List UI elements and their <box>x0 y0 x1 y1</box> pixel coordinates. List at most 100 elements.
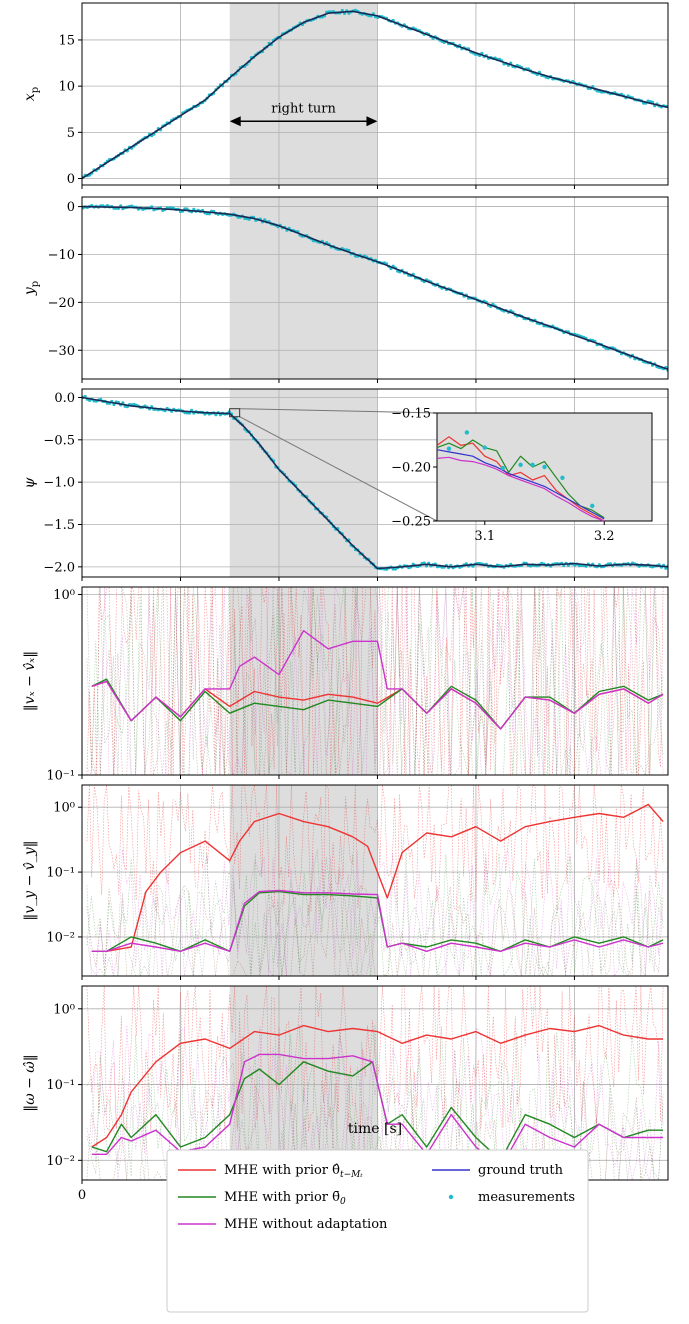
estimate-line <box>91 1053 664 1169</box>
inset-measurement-point <box>590 503 595 509</box>
panel-1: 0 5 10 15 xp right turn <box>22 2 669 189</box>
shaded-region <box>229 3 378 185</box>
axes-frame <box>81 2 669 186</box>
y-tick-label: 15 <box>58 33 75 48</box>
y-tick-label: 10⁻¹ <box>46 866 75 881</box>
estimate-line <box>91 889 664 952</box>
plot-area-2 <box>82 197 668 379</box>
y-axis-label: xp <box>22 87 41 101</box>
inset-measurement-point <box>530 462 535 468</box>
y-tick-label: 5 <box>67 126 75 141</box>
y-axis-label-main: y <box>22 286 38 296</box>
axes-frame <box>81 586 669 776</box>
y-tick-label: −0.5 <box>43 433 75 448</box>
y-tick-label: 10⁻¹ <box>46 1078 75 1093</box>
inset-axes: −0.15 −0.20 −0.25 3.1 3.2 <box>391 407 653 544</box>
noisy-dotted-series <box>86 849 664 976</box>
inset-y-tick-label: −0.20 <box>391 461 431 476</box>
y-axis-label-sub: p <box>30 281 41 287</box>
shaded-region <box>229 587 378 775</box>
noisy-dotted-series <box>86 1024 664 1180</box>
legend-marker <box>448 1194 454 1200</box>
inset-line <box>436 449 605 520</box>
noisy-dotted-series <box>86 587 664 775</box>
noisy-dotted-series <box>86 587 664 775</box>
annotation-arrowhead-right <box>366 116 378 127</box>
legend-entry: measurements <box>448 1190 575 1205</box>
legend-entry: MHE with prior θ̂t−Mₜ <box>178 1163 363 1180</box>
legend-entry: MHE with prior θ̄0 <box>178 1190 346 1207</box>
estimate-line <box>91 630 664 730</box>
legend-entry: MHE without adaptation <box>178 1217 388 1232</box>
legend-label: measurements <box>478 1190 575 1205</box>
legend-entry: ground truth <box>432 1163 564 1178</box>
y-tick-label: 10⁰ <box>53 588 75 603</box>
legend-label: MHE with prior θ̂t−Mₜ <box>224 1163 363 1180</box>
plot-area-5 <box>82 785 668 976</box>
y-axis-label: yp <box>22 281 41 296</box>
y-tick-label: 10 <box>58 80 75 95</box>
estimate-line <box>91 1024 664 1148</box>
axes-frame <box>81 388 669 578</box>
y-axis-label: ψ <box>22 476 38 488</box>
inset-measurement-point <box>482 445 487 450</box>
y-axis-label: ‖vₓ − v̂ₓ‖ <box>22 651 38 711</box>
legend-label-main: MHE without adaptation <box>224 1217 388 1232</box>
legend-label: ground truth <box>478 1163 564 1178</box>
y-tick-label: 10⁻² <box>46 930 75 945</box>
y-tick-label: 10⁰ <box>53 1002 75 1017</box>
legend-label-sub: t−Mₜ <box>340 1170 363 1180</box>
inset-measurement-point <box>464 430 470 435</box>
y-tick-label: 0 <box>67 200 75 215</box>
legend-label: MHE with prior θ̄0 <box>224 1190 346 1207</box>
legend-label-sub: 0 <box>340 1197 346 1207</box>
ground-truth-line <box>82 396 668 570</box>
y-axis-label: ‖ω − ω̂‖ <box>22 1054 38 1111</box>
shaded-region <box>229 986 378 1180</box>
noisy-dotted-series <box>86 1024 664 1180</box>
inset-connector <box>239 416 438 522</box>
ground-truth-line <box>82 10 668 180</box>
plot-area-4 <box>82 587 668 775</box>
panel-4: 10⁰ 10⁻¹ ‖vₓ − v̂ₓ‖ <box>22 586 669 784</box>
y-tick-label: 0.0 <box>54 391 75 406</box>
inset-measurement-point <box>446 446 452 451</box>
zoom-box <box>229 408 241 418</box>
plot-area-3 <box>82 389 668 577</box>
legend-label-main: MHE with prior θ̂ <box>224 1163 340 1178</box>
y-tick-label: −1.5 <box>43 518 75 533</box>
y-tick-label: 10⁻² <box>46 1154 75 1169</box>
inset-x-tick-label: 3.1 <box>474 529 495 544</box>
inset-line <box>436 439 605 519</box>
y-tick-label: 0 <box>67 172 75 187</box>
y-tick-label: 10⁰ <box>53 801 75 816</box>
estimate-line <box>91 1061 664 1162</box>
inset-x-tick-label: 3.2 <box>594 529 615 544</box>
noisy-dotted-series <box>86 986 664 1132</box>
inset-y-tick-label: −0.15 <box>391 407 431 422</box>
noisy-dotted-series <box>86 587 664 775</box>
axes-frame <box>81 784 669 977</box>
inset-connector <box>239 408 438 414</box>
x-tick-label: 0 <box>78 1188 86 1203</box>
plot-area-1 <box>82 3 668 185</box>
y-axis-label-sub: p <box>30 87 41 93</box>
axes-frame <box>81 196 669 380</box>
y-tick-label: −20 <box>48 296 75 311</box>
y-tick-label: 10⁻¹ <box>46 769 75 784</box>
noisy-dotted-series <box>86 587 664 775</box>
y-axis-label: ‖v_y − v̂_y‖ <box>22 840 38 920</box>
legend-label-main: ground truth <box>478 1163 564 1178</box>
panel-2: 0 −10 −20 −30 yp <box>22 196 669 383</box>
measurement-point <box>664 566 668 570</box>
estimate-line <box>91 803 664 952</box>
inset-measurement-point <box>500 465 505 471</box>
legend: MHE with prior θ̂t−Mₜ MHE with prior θ̄0 M… <box>166 1149 589 1313</box>
y-tick-label: −1.0 <box>43 476 75 491</box>
y-tick-label: −2.0 <box>43 560 75 575</box>
panel-5: 10⁰ 10⁻¹ 10⁻² ‖v_y − v̂_y‖ <box>22 784 669 980</box>
noisy-dotted-series <box>86 785 664 913</box>
legend-label-main: measurements <box>478 1190 575 1205</box>
